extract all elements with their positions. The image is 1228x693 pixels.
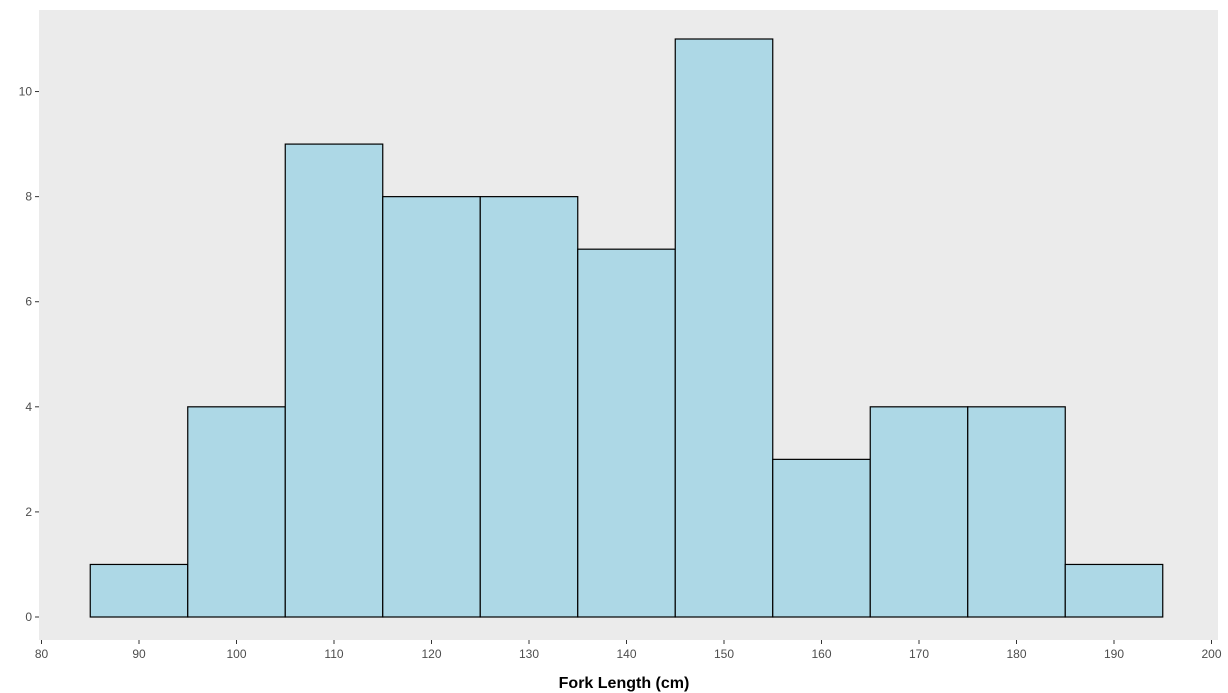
histogram-bar-4 [479, 196, 579, 618]
histogram-bar-1 [187, 406, 286, 618]
y-tick-label-3: 6 [25, 295, 32, 309]
x-tick-label-3: 110 [324, 647, 343, 661]
y-tick-label-1: 2 [25, 505, 32, 519]
histogram-bar-9 [967, 406, 1066, 618]
histogram-bar-5 [577, 248, 676, 618]
y-tick-label-2: 4 [25, 400, 32, 414]
x-tick-label-5: 130 [519, 647, 539, 661]
x-tick-label-11: 190 [1104, 647, 1124, 661]
histogram-bar-2 [284, 143, 384, 618]
histogram-bar-10 [1064, 563, 1164, 618]
histogram-bar-0 [89, 563, 189, 618]
x-tick-label-4: 120 [421, 647, 441, 661]
x-tick-label-1: 90 [132, 647, 146, 661]
histogram-bar-3 [382, 196, 481, 618]
x-tick-label-10: 180 [1006, 647, 1026, 661]
histogram-bar-7 [772, 458, 871, 618]
bars-group [89, 38, 1164, 618]
x-tick-label-8: 160 [811, 647, 831, 661]
y-tick-label-0: 0 [25, 610, 32, 624]
x-axis-title: Fork Length (cm) [559, 675, 690, 692]
x-tick-label-2: 100 [226, 647, 246, 661]
y-axis: 0 2 4 6 8 10 [19, 85, 39, 624]
histogram-bar-8 [869, 406, 969, 618]
x-tick-label-7: 150 [714, 647, 734, 661]
x-tick-label-9: 170 [909, 647, 929, 661]
x-tick-label-12: 200 [1201, 647, 1221, 661]
histogram-bar-6 [674, 38, 774, 618]
x-tick-label-0: 80 [35, 647, 49, 661]
x-tick-label-6: 140 [616, 647, 636, 661]
y-tick-label-4: 8 [25, 190, 32, 204]
y-tick-label-5: 10 [19, 85, 33, 99]
x-axis: 80 90 100 110 120 130 140 150 160 170 180 190 200 [35, 640, 1222, 661]
